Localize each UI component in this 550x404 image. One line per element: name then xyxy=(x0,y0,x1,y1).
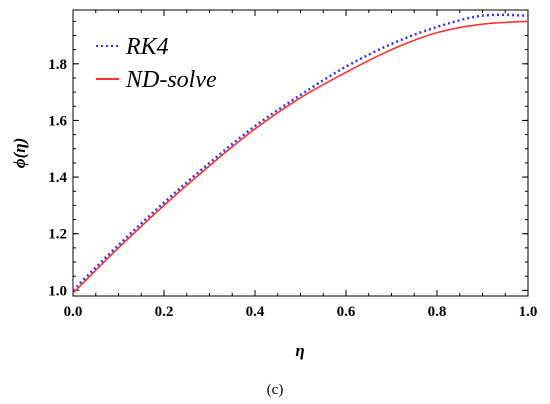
y-tick-label: 1.6 xyxy=(48,113,67,129)
x-tick-label: 0.6 xyxy=(337,304,356,320)
figure-caption: (c) xyxy=(267,382,284,398)
series-group xyxy=(72,13,529,294)
legend-label-nd-solve: ND-solve xyxy=(125,67,217,93)
y-tick-label: 1.8 xyxy=(48,57,67,73)
x-axis-label: η xyxy=(295,341,304,360)
legend-label-rk4: RK4 xyxy=(125,34,169,60)
x-tick-label: 0.0 xyxy=(64,304,83,320)
x-tick-label: 0.8 xyxy=(428,304,447,320)
axis-ticks: 0.0 0.2 0.4 0.6 0.8 1.0 1.0 1.2 1.4 1.6 1.8 xyxy=(48,10,537,320)
y-tick-label: 1.2 xyxy=(48,227,67,243)
series-line-rk4 xyxy=(72,13,529,292)
legend: RK4 ND-solve xyxy=(96,34,217,93)
y-tick-label: 1.0 xyxy=(48,283,67,299)
y-tick-label: 1.4 xyxy=(48,170,67,186)
y-axis-label: ϕ(η) xyxy=(10,138,29,169)
series-line-nd-solve xyxy=(72,20,529,294)
x-tick-label: 0.4 xyxy=(246,304,265,320)
x-tick-label: 0.2 xyxy=(155,304,174,320)
x-tick-label: 1.0 xyxy=(519,304,538,320)
